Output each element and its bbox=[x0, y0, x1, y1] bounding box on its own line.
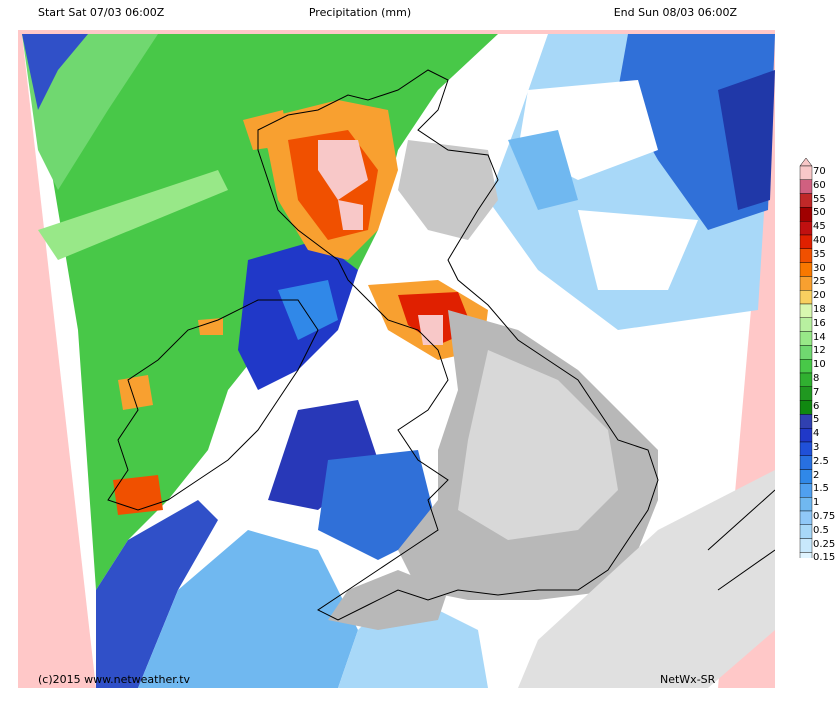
legend-swatch bbox=[799, 510, 813, 526]
legend-swatch bbox=[799, 221, 813, 236]
legend-swatch bbox=[799, 179, 813, 194]
legend-swatch bbox=[799, 262, 813, 277]
legend-swatch bbox=[799, 248, 813, 263]
legend-swatch bbox=[799, 276, 813, 291]
legend-level-label: 55 bbox=[813, 193, 826, 205]
legend-swatch bbox=[799, 165, 813, 181]
legend-level-label: 0.75 bbox=[813, 511, 835, 522]
legend-swatch bbox=[799, 552, 813, 558]
legend-swatch bbox=[799, 358, 813, 374]
legend-level-label: 18 bbox=[813, 304, 826, 315]
legend-swatch bbox=[799, 441, 813, 457]
legend-swatch bbox=[799, 386, 813, 401]
legend-level-label: 8 bbox=[813, 373, 820, 384]
legend-arrow-top bbox=[799, 158, 813, 167]
legend-swatch bbox=[799, 538, 813, 553]
legend-swatch bbox=[799, 207, 813, 222]
legend-level-label: 2.5 bbox=[813, 455, 829, 467]
map-title: Precipitation (mm) bbox=[308, 6, 412, 19]
legend-swatch bbox=[799, 497, 813, 512]
legend-level-label: 0.5 bbox=[813, 524, 829, 536]
legend-level-label: 60 bbox=[813, 179, 826, 191]
legend-level-label: 3 bbox=[813, 442, 820, 453]
forecast-start-label: Start Sat 07/03 06:00Z bbox=[38, 6, 165, 19]
legend-level-label: 40 bbox=[813, 235, 826, 246]
precipitation-map bbox=[18, 30, 775, 688]
scotland-east-land bbox=[398, 140, 498, 240]
legend-level-label: 2 bbox=[813, 469, 820, 481]
legend-swatch bbox=[799, 372, 813, 388]
legend-level-label: 45 bbox=[813, 221, 826, 233]
legend-level-label: 25 bbox=[813, 276, 826, 288]
legend-swatch bbox=[799, 289, 813, 305]
legend-level-label: 7 bbox=[813, 386, 820, 398]
legend-level-label: 10 bbox=[813, 359, 826, 371]
legend-swatch bbox=[799, 193, 813, 208]
legend-swatch bbox=[799, 317, 813, 332]
legend-level-label: 0.15 bbox=[813, 552, 835, 564]
precipitation-legend: 70 60 55 50 45 40 35 30 25 20 18 16 14 12 10 8 7 6 5 4 3 2.5 2… bbox=[799, 158, 835, 563]
legend-level-label: 16 bbox=[813, 317, 826, 329]
coastlines bbox=[107, 69, 775, 621]
legend-swatch bbox=[799, 400, 813, 415]
legend-swatch bbox=[799, 345, 813, 360]
legend-swatch bbox=[799, 469, 813, 484]
legend-level-label: 5 bbox=[813, 414, 820, 426]
continent-land bbox=[518, 470, 775, 688]
legend-swatch bbox=[799, 331, 813, 346]
legend-swatch bbox=[799, 524, 813, 539]
legend-level-label: 6 bbox=[813, 400, 820, 412]
legend-level-label: 30 bbox=[813, 262, 826, 274]
legend-level-label: 14 bbox=[813, 331, 826, 343]
legend-swatch bbox=[799, 303, 813, 319]
legend-level-label: 50 bbox=[813, 207, 826, 219]
forecast-end-label: End Sun 08/03 06:00Z bbox=[613, 6, 737, 19]
legend-swatch bbox=[799, 483, 813, 498]
legend-swatch bbox=[799, 234, 813, 250]
legend-level-label: 12 bbox=[813, 345, 826, 357]
legend-level-label: 35 bbox=[813, 248, 826, 260]
legend-level-label: 1 bbox=[813, 497, 820, 509]
legend-swatch bbox=[799, 414, 813, 429]
legend-level-label: 1.5 bbox=[813, 483, 829, 495]
legend-level-label: 4 bbox=[813, 428, 820, 440]
model-name-label: NetWx-SR bbox=[660, 673, 716, 686]
legend-level-label: 0.25 bbox=[813, 538, 835, 550]
copyright-label: (c)2015 www.netweather.tv bbox=[38, 673, 191, 686]
legend-swatch bbox=[799, 455, 813, 470]
legend-level-label: 20 bbox=[813, 290, 826, 302]
legend-level-label: 70 bbox=[813, 166, 826, 177]
legend-swatch bbox=[799, 428, 813, 443]
